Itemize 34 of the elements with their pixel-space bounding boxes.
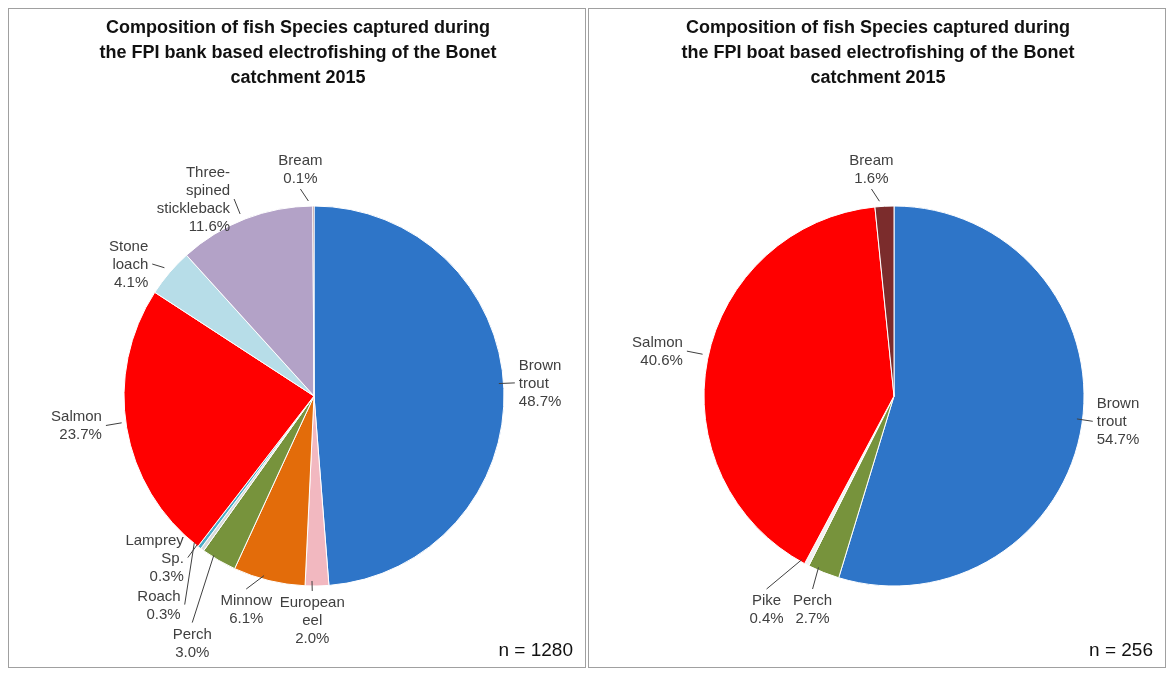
data-label: 0.3% (146, 604, 181, 622)
data-label: 0.1% (283, 169, 318, 186)
text: n = 1280 (498, 639, 573, 661)
data-label: 3.0% (175, 642, 210, 660)
slice-label: Pike (751, 591, 782, 608)
data-label: 1.6% (854, 169, 889, 186)
slice-label: Brown trout (1096, 394, 1140, 430)
data-label: 2.0% (295, 628, 330, 646)
slice-label: Brown trout (518, 355, 562, 391)
slice-label: Lamprey Sp. (125, 530, 185, 566)
data-label: 11.6% (188, 217, 231, 235)
data-label: 4.1% (114, 273, 149, 291)
slice-label: Perch (172, 624, 212, 642)
slice-label: Minnow (220, 591, 273, 608)
data-label: 40.6% (640, 351, 683, 369)
data-label: 23.7% (59, 425, 102, 443)
slice-label: Bream (278, 151, 323, 168)
slice-label: Salmon (51, 407, 102, 425)
slice-label: Salmon (632, 333, 683, 351)
data-label: 48.7% (518, 391, 562, 409)
slice-label: Stone loach (109, 237, 149, 273)
slice-label: European eel (279, 592, 345, 628)
slice-label: Perch (792, 591, 833, 608)
data-label: 54.7% (1096, 430, 1140, 448)
text: n = 256 (1089, 639, 1153, 661)
data-label: 6.1% (229, 609, 264, 626)
data-label: 2.7% (795, 609, 830, 626)
slice-label: Bream (849, 151, 894, 168)
slice-label: Roach (137, 586, 181, 604)
slice-label: Three-spined stickleback (156, 163, 231, 217)
chart-title: Composition of fish Species captured during the FPI boat based electrofishing of the Bonet catchment 2015 (680, 16, 1076, 89)
data-label: 0.3% (149, 566, 184, 584)
chart-title: Composition of fish Species captured during the FPI bank based electrofishing of the Bonet catchment 2015 (98, 16, 498, 89)
data-label: 0.4% (749, 609, 784, 626)
